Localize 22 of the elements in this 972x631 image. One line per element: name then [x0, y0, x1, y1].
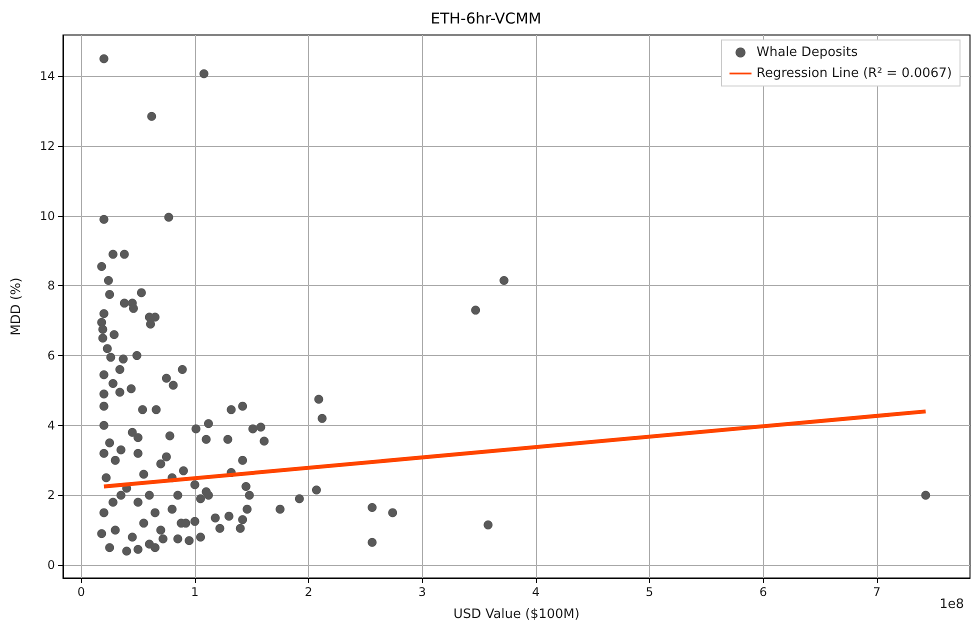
y-tick-label: 6	[47, 348, 55, 363]
y-axis-title: MDD (%)	[9, 278, 24, 336]
chart-title: ETH-6hr-VCMM	[430, 10, 542, 28]
y-tick-label: 2	[47, 488, 55, 502]
x-tick-label: 3	[418, 585, 426, 599]
y-tick-label: 8	[47, 278, 55, 293]
y-tick-label: 12	[40, 139, 55, 154]
text: 1e8	[939, 597, 964, 612]
y-tick-label: 14	[40, 69, 55, 84]
x-tick-label: 4	[532, 585, 540, 599]
x-tick-label: 7	[872, 585, 881, 599]
x-tick-label: 5	[646, 585, 654, 599]
x-axis-title: USD Value ($100M)	[453, 607, 580, 622]
x-tick-label: 6	[759, 585, 767, 599]
legend-label: Regression Line (R² = 0.0067)	[756, 66, 952, 81]
x-tick-label: 1	[191, 585, 199, 599]
y-tick-label: 10	[40, 208, 55, 223]
legend-label: Whale Deposits	[756, 45, 858, 60]
y-tick-label: 0	[47, 558, 55, 572]
x-tick-label: 0	[77, 585, 86, 599]
y-tick-label: 4	[47, 418, 55, 432]
x-tick-label: 2	[304, 585, 312, 599]
